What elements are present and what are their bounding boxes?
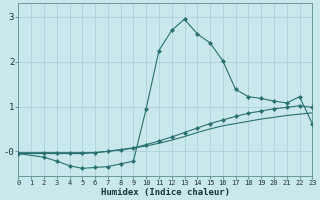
X-axis label: Humidex (Indice chaleur): Humidex (Indice chaleur) <box>101 188 230 197</box>
